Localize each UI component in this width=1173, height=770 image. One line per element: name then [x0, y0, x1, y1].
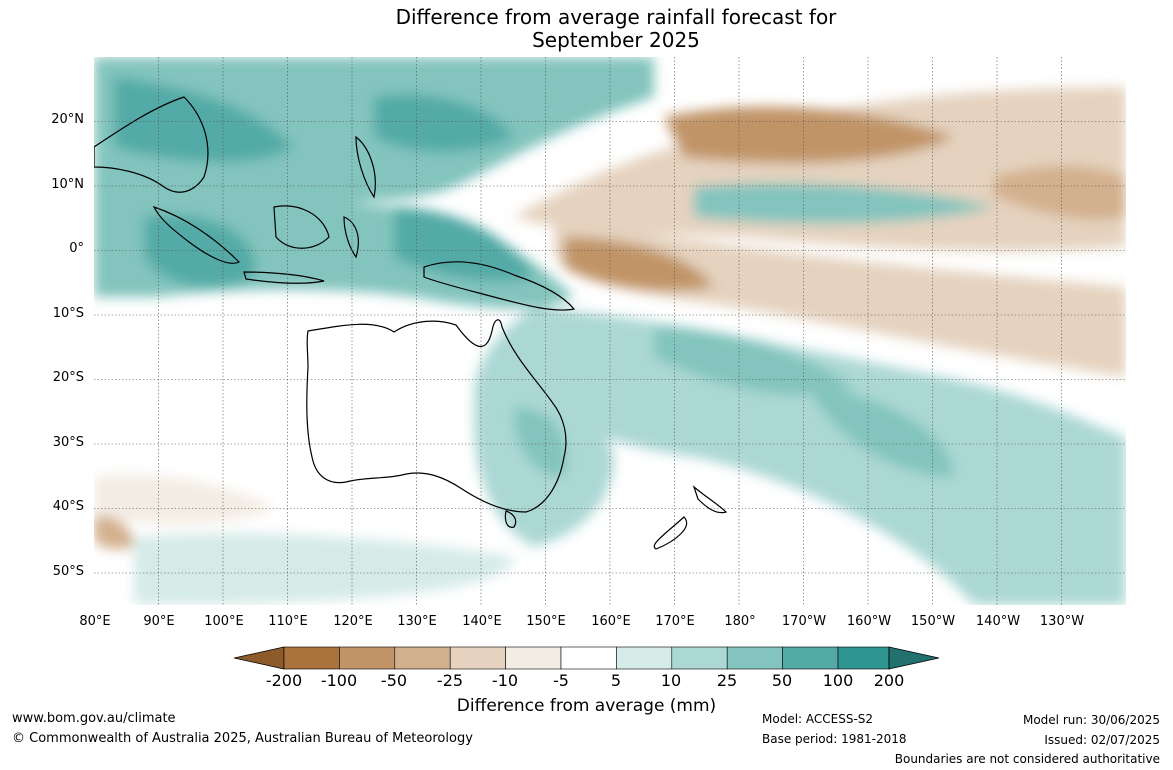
colorbar-segment	[283, 646, 340, 670]
anomaly-wet-north-west	[94, 57, 654, 237]
colorbar-segment	[560, 646, 617, 670]
colorbar-tick-label: -10	[491, 671, 519, 690]
anomaly-wet-south-pacific	[474, 307, 1126, 605]
lat-tick-label: 40°S	[52, 499, 84, 514]
colorbar-segment	[782, 646, 839, 670]
anomaly-wet-coral-sea	[654, 327, 854, 396]
lon-tick-label: 170°E	[655, 614, 695, 629]
lon-tick-label: 90°E	[143, 614, 175, 629]
model-run-date: Model run: 30/06/2025	[1022, 713, 1160, 727]
colorbar-segment	[394, 646, 451, 670]
lon-tick-label: 130°E	[397, 614, 437, 629]
lon-tick-label: 160°W	[846, 614, 892, 629]
colorbar-extend-right	[888, 646, 939, 670]
lat-tick-label: 0°	[69, 241, 84, 256]
lon-tick-label: 120°E	[333, 614, 373, 629]
anomaly-dry-south-indian-core	[94, 516, 134, 549]
australia-coastline	[306, 319, 567, 513]
chart-title-line-1: Difference from average rainfall forecas…	[395, 5, 837, 29]
colorbar-segment	[726, 646, 783, 670]
colorbar-tick-label: 100	[822, 671, 854, 690]
coastlines	[94, 96, 728, 550]
colorbar-segment	[616, 646, 673, 670]
lon-tick-label: 80°E	[79, 614, 111, 629]
anomaly-dry-south-indian	[94, 474, 274, 524]
lat-tick-label: 20°S	[52, 370, 84, 385]
lon-tick-label: 110°E	[268, 614, 308, 629]
base-period: Base period: 1981-2018	[762, 732, 907, 746]
colorbar	[234, 646, 939, 670]
colorbar-title: Difference from average (mm)	[456, 696, 717, 716]
map-canvas	[94, 57, 1126, 605]
colorbar-segment	[449, 646, 506, 670]
issued-date: Issued: 02/07/2025	[1044, 733, 1160, 747]
lon-tick-label: 140°E	[462, 614, 502, 629]
lat-tick-label: 10°S	[52, 306, 84, 321]
lat-tick-label: 50°S	[52, 564, 84, 579]
lon-tick-label: 150°W	[910, 614, 956, 629]
anomaly-dry-east-pacific	[994, 165, 1126, 220]
anomaly-dry-north-pacific-core	[664, 106, 954, 163]
lon-tick-label: 150°E	[526, 614, 566, 629]
sulawesi-coastline	[343, 216, 359, 259]
website-link[interactable]: www.bom.gov.au/climate	[12, 711, 176, 726]
anomaly-dry-equatorial-pacific	[554, 217, 1126, 377]
colorbar-extend-left	[234, 646, 285, 670]
new-guinea-coastline	[423, 261, 576, 311]
colorbar-segment	[671, 646, 728, 670]
lon-tick-label: 170°W	[781, 614, 827, 629]
colorbar-segment	[339, 646, 396, 670]
boundaries-disclaimer: Boundaries are not considered authoritat…	[894, 752, 1160, 766]
lon-tick-label: 160°E	[591, 614, 631, 629]
lat-tick-label: 10°N	[51, 177, 84, 192]
new-zealand-north-coastline	[692, 485, 728, 514]
anomaly-wet-sumatra	[144, 215, 256, 288]
chart-title-line-2: September 2025	[532, 28, 700, 52]
philippines-coastline	[355, 135, 376, 199]
asia-mainland-coastline	[94, 96, 209, 193]
colorbar-tick-label: 200	[873, 671, 905, 690]
colorbar-segment	[837, 646, 890, 670]
lon-tick-label: 140°W	[975, 614, 1021, 629]
borneo-coastline	[273, 205, 330, 249]
lat-tick-label: 20°N	[51, 112, 84, 127]
colorbar-tick-label: 5	[610, 671, 622, 690]
sumatra-coastline	[152, 205, 241, 264]
new-zealand-south-coastline	[653, 516, 688, 550]
anomaly-wet-philippine-sea	[374, 94, 514, 152]
anomaly-wet-southern-ocean	[134, 533, 514, 605]
lat-tick-label: 30°S	[52, 435, 84, 450]
colorbar-tick-label: 50	[771, 671, 793, 690]
lon-tick-label: 100°E	[204, 614, 244, 629]
anomaly-wet-itcz-strip	[694, 183, 994, 224]
anomaly-wet-queensland	[514, 407, 567, 477]
copyright-text: © Commonwealth of Australia 2025, Austra…	[12, 731, 473, 746]
anomaly-wet-tasman	[814, 387, 954, 477]
java-coastline	[243, 271, 325, 284]
lon-tick-label: 130°W	[1039, 614, 1085, 629]
colorbar-segment	[505, 646, 562, 670]
colorbar-tick-label: 10	[660, 671, 682, 690]
rainfall-anomaly-map	[94, 57, 1126, 605]
graticule	[94, 57, 1126, 605]
lon-tick-label: 180°	[724, 614, 756, 629]
colorbar-tick-label: -5	[553, 671, 569, 690]
anomaly-wet-new-guinea	[394, 207, 534, 281]
anomaly-wet-indochina	[114, 77, 294, 162]
tasmania-coastline	[504, 510, 517, 528]
colorbar-tick-label: -50	[380, 671, 408, 690]
colorbar-tick-label: -25	[436, 671, 464, 690]
colorbar-tick-label: 25	[716, 671, 738, 690]
model-name: Model: ACCESS-S2	[762, 712, 874, 726]
colorbar-tick-label: -200	[265, 671, 303, 690]
colorbar-tick-label: -100	[320, 671, 358, 690]
